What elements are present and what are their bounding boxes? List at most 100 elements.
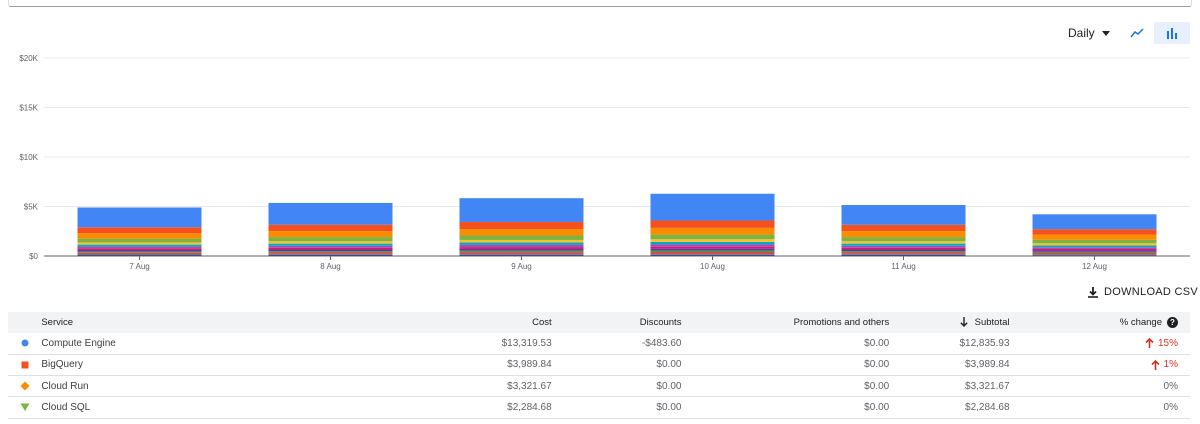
bar-segment[interactable] xyxy=(841,224,966,232)
header-change[interactable]: % change? xyxy=(1022,312,1190,333)
bar-segment[interactable] xyxy=(459,248,584,251)
bar-segment[interactable] xyxy=(1032,255,1157,256)
bar-segment[interactable] xyxy=(650,248,775,251)
bar-segment[interactable] xyxy=(841,237,966,242)
bar-segment[interactable] xyxy=(650,220,775,228)
period-dropdown[interactable]: Daily xyxy=(1068,22,1110,44)
bar-segment[interactable] xyxy=(268,231,393,238)
bar-segment[interactable] xyxy=(1032,251,1157,254)
bar-segment[interactable] xyxy=(1032,248,1157,251)
service-name[interactable]: Compute Engine xyxy=(41,337,116,349)
bar-segment[interactable] xyxy=(268,254,393,256)
bar-segment[interactable] xyxy=(77,242,202,245)
bar-segment[interactable] xyxy=(650,253,775,255)
bar-segment[interactable] xyxy=(77,253,202,256)
bar-segment[interactable] xyxy=(1032,250,1157,252)
bar-segment[interactable] xyxy=(841,247,966,250)
bar-segment[interactable] xyxy=(77,233,202,239)
service-name[interactable]: Cloud SQL xyxy=(41,402,91,414)
bar-segment[interactable] xyxy=(650,244,775,247)
bar-segment[interactable] xyxy=(650,250,775,253)
header-discounts[interactable]: Discounts xyxy=(639,317,682,328)
x-tick-label: 9 Aug xyxy=(511,262,531,271)
bar-segment[interactable] xyxy=(1032,247,1157,249)
y-tick-label: $20K xyxy=(19,54,38,63)
header-subtotal[interactable]: Subtotal xyxy=(901,312,1021,333)
bar-segment[interactable] xyxy=(268,247,393,250)
table-row[interactable]: BigQuery $3,989.84 $0.00 $0.00 $3,989.84 1% xyxy=(8,354,1190,376)
bar-segment[interactable] xyxy=(1032,243,1157,246)
header-cost[interactable]: Cost xyxy=(532,317,552,328)
bar-segment[interactable] xyxy=(77,251,202,253)
line-chart-toggle[interactable] xyxy=(1124,22,1150,44)
bar-segment[interactable] xyxy=(650,239,775,242)
bar-segment[interactable] xyxy=(268,249,393,252)
bar-segment[interactable] xyxy=(459,198,584,222)
bar-segment[interactable] xyxy=(841,249,966,252)
bar-segment[interactable] xyxy=(77,249,202,252)
bar-segment[interactable] xyxy=(77,227,202,234)
bar-segment[interactable] xyxy=(841,252,966,254)
bar-segment[interactable] xyxy=(1032,253,1157,255)
bar-segment[interactable] xyxy=(459,229,584,236)
bar-segment[interactable] xyxy=(650,241,775,245)
bar-segment[interactable] xyxy=(77,246,202,249)
table-row[interactable]: Cloud Run $3,321.67 $0.00 $0.00 $3,321.67 0% xyxy=(8,376,1190,397)
bar-segment[interactable] xyxy=(459,254,584,256)
bar-segment[interactable] xyxy=(268,253,393,255)
bar-segment[interactable] xyxy=(650,252,775,254)
bar-segment[interactable] xyxy=(459,252,584,254)
table-row[interactable]: Cloud SQL $2,284.68 $0.00 $0.00 $2,284.68 0% xyxy=(8,397,1190,419)
header-service[interactable]: Service xyxy=(41,317,74,328)
bar-segment[interactable] xyxy=(459,250,584,253)
bar-segment[interactable] xyxy=(1032,229,1157,235)
bar-segment[interactable] xyxy=(459,253,584,255)
bar-segment[interactable] xyxy=(268,241,393,244)
bar-segment[interactable] xyxy=(1032,239,1157,244)
bar-chart-icon xyxy=(1167,27,1177,39)
bar-segment[interactable] xyxy=(77,252,202,254)
bar-segment[interactable] xyxy=(268,224,393,232)
bar-segment[interactable] xyxy=(650,234,775,240)
bar-segment[interactable] xyxy=(268,245,393,248)
bar-segment[interactable] xyxy=(841,231,966,238)
bar-segment[interactable] xyxy=(1032,245,1157,248)
bar-segment[interactable] xyxy=(459,221,584,230)
table-row[interactable]: Compute Engine $13,319.53 -$483.60 $0.00 $12… xyxy=(8,333,1190,355)
bar-segment[interactable] xyxy=(841,241,966,244)
bar-segment[interactable] xyxy=(459,235,584,240)
bar-segment[interactable] xyxy=(77,255,202,256)
bar-segment[interactable] xyxy=(841,254,966,256)
bar-chart-toggle[interactable] xyxy=(1154,22,1190,44)
header-promotions[interactable]: Promotions and others xyxy=(793,317,890,328)
bar-segment[interactable] xyxy=(268,202,393,225)
bar-segment[interactable] xyxy=(841,245,966,248)
download-csv-button[interactable]: DOWNLOAD CSV xyxy=(1088,283,1198,301)
bar-segment[interactable] xyxy=(77,244,202,247)
bar-segment[interactable] xyxy=(268,243,393,246)
bar-segment[interactable] xyxy=(268,237,393,242)
bar-segment[interactable] xyxy=(268,251,393,253)
help-icon[interactable]: ? xyxy=(1167,317,1178,328)
bar-segment[interactable] xyxy=(459,244,584,248)
bar-segment[interactable] xyxy=(650,193,775,221)
service-name[interactable]: Cloud Run xyxy=(41,380,89,392)
bar-segment[interactable] xyxy=(459,239,584,243)
bar-segment[interactable] xyxy=(77,238,202,243)
bar-segment[interactable] xyxy=(459,247,584,249)
bar-segment[interactable] xyxy=(841,253,966,255)
bar-segment[interactable] xyxy=(1032,234,1157,240)
bar-segment[interactable] xyxy=(650,246,775,249)
bar-segment[interactable] xyxy=(841,243,966,246)
bar-segment[interactable] xyxy=(841,251,966,253)
bar-segment[interactable] xyxy=(1032,254,1157,256)
bar-segment[interactable] xyxy=(650,254,775,256)
service-name[interactable]: BigQuery xyxy=(41,359,84,371)
bar-segment[interactable] xyxy=(650,227,775,235)
bar-segment[interactable] xyxy=(268,252,393,254)
bar-segment[interactable] xyxy=(841,205,966,225)
bar-segment[interactable] xyxy=(77,207,202,228)
bar-segment[interactable] xyxy=(77,248,202,250)
bar-segment[interactable] xyxy=(1032,214,1157,230)
bar-segment[interactable] xyxy=(459,242,584,245)
